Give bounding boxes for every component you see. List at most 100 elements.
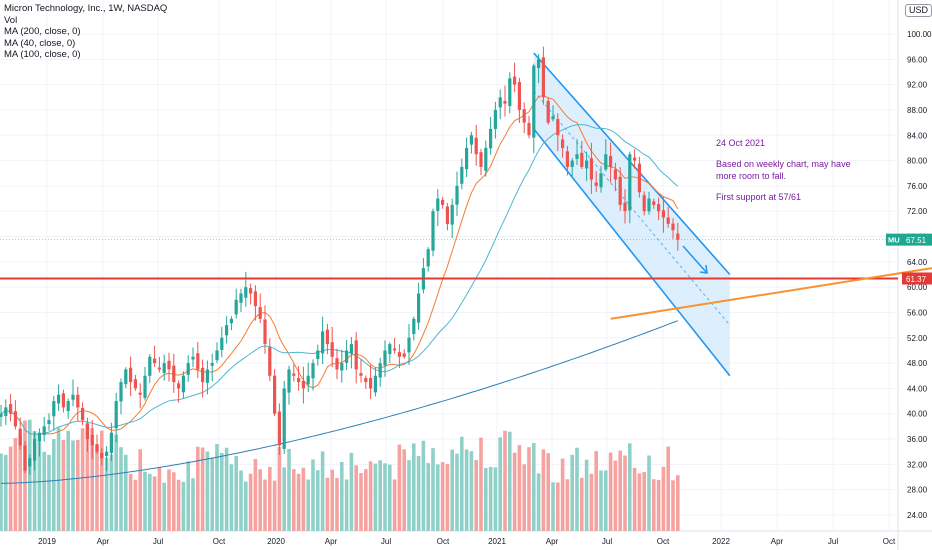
volume-bar (4, 454, 8, 531)
candle-body (66, 401, 70, 412)
volume-bar (210, 457, 214, 531)
currency-badge[interactable]: USD (905, 4, 932, 17)
y-tick-label: 92.00 (907, 81, 928, 90)
candle-body (321, 331, 325, 354)
channel-lower-line (533, 128, 731, 377)
candle-body (517, 82, 521, 110)
y-tick-label: 100.00 (907, 30, 932, 39)
x-tick-label: Apr (97, 537, 110, 546)
candle-body (594, 182, 598, 186)
volume-bar (239, 470, 243, 531)
candle-body (225, 325, 229, 336)
candle-body (585, 160, 589, 169)
volume-bar (200, 447, 205, 531)
candle-body (220, 337, 224, 350)
candle-body (541, 57, 545, 98)
candlesticks (0, 46, 680, 475)
indicator-vol[interactable]: Vol (4, 14, 18, 26)
volume-bar (61, 439, 66, 531)
annotation-date: 24 Oct 2021 (716, 138, 766, 148)
price-axis: 24.00 28.00 32.00 36.00 40.00 44.00 48.00 52.00… (886, 30, 932, 520)
volume-bar (109, 454, 114, 531)
candle-body (47, 420, 51, 424)
annotation-support: First support at 57/61 (716, 192, 802, 202)
volume-bar (133, 479, 138, 531)
volume-bar (464, 449, 469, 531)
volume-bar (205, 451, 210, 531)
volume-bar (388, 464, 392, 531)
volume-bar (114, 434, 118, 531)
volume-bar (152, 476, 157, 531)
volume-bar (320, 451, 325, 531)
candle-body (162, 363, 166, 373)
support-price-badge-bg (902, 272, 932, 285)
last-price-badge-ticker: MU (888, 236, 900, 245)
candle-body (215, 350, 219, 361)
volume-bar (28, 419, 32, 531)
candle-body (23, 445, 27, 471)
volume-bar (412, 443, 416, 531)
volume-bar (282, 467, 286, 531)
x-tick-label: 2019 (38, 537, 56, 546)
volume-bar (76, 439, 80, 531)
candle-body (268, 347, 272, 376)
candle-body (105, 451, 109, 456)
candle-body (330, 342, 334, 357)
candle-body (359, 373, 363, 376)
candle-body (397, 352, 401, 357)
candle-body (229, 318, 233, 324)
volume-bar (157, 466, 162, 531)
candle-body (81, 407, 85, 421)
volume-bar (647, 455, 651, 531)
volume-bar (244, 481, 248, 531)
volume-bar (560, 458, 565, 531)
candle-body (177, 383, 181, 389)
y-tick-label: 52.00 (907, 334, 928, 343)
candle-body (498, 97, 502, 108)
candle-body (609, 155, 613, 167)
indicator-ma200[interactable]: MA (200, close, 0) (4, 26, 81, 37)
volume-bar (66, 430, 70, 531)
volume-bar (128, 473, 133, 531)
volume-bar (632, 467, 637, 531)
volume-bar (124, 454, 128, 531)
candle-body (249, 288, 253, 294)
volume-bar (0, 453, 3, 531)
y-tick-label: 84.00 (907, 131, 928, 140)
candle-body (143, 375, 147, 398)
volume-bar (167, 469, 171, 531)
annotation-text: Based on weekly chart, may have more roo… (716, 159, 851, 181)
volume-bar (397, 444, 402, 531)
volume-bar (296, 473, 301, 531)
last-price-badge: MU 67.51 (886, 233, 932, 246)
volume-bar (8, 446, 13, 531)
candle-body (618, 176, 622, 205)
volume-bar (652, 479, 656, 531)
y-tick-label: 36.00 (907, 435, 928, 444)
volume-bar (248, 473, 253, 531)
candle-body (412, 318, 416, 335)
candle-body (345, 350, 349, 363)
candle-body (431, 211, 435, 251)
volume-bar (23, 420, 27, 531)
volume-bar (359, 473, 363, 531)
x-tick-label: Oct (437, 537, 450, 546)
volume-bar (493, 467, 498, 531)
volume-bar (484, 467, 488, 531)
indicator-ma100[interactable]: MA (100, close, 0) (4, 49, 81, 60)
indicator-ma40[interactable]: MA (40, close, 0) (4, 37, 76, 49)
candle-body (277, 411, 281, 446)
ma100-line (0, 124, 679, 435)
volume-bar (52, 439, 56, 531)
volume-bar (340, 461, 344, 531)
volume-bar (426, 463, 430, 531)
annotation-note: 24 Oct 2021 Based on weekly chart, may h… (716, 137, 866, 212)
candle-body (407, 337, 411, 353)
volume-bar (90, 428, 94, 531)
support-price-badge-value: 61.37 (906, 275, 927, 284)
volume-bar (527, 447, 531, 531)
volume-bar (604, 470, 608, 531)
volume-bar (551, 482, 555, 531)
volume-bar (512, 452, 517, 531)
